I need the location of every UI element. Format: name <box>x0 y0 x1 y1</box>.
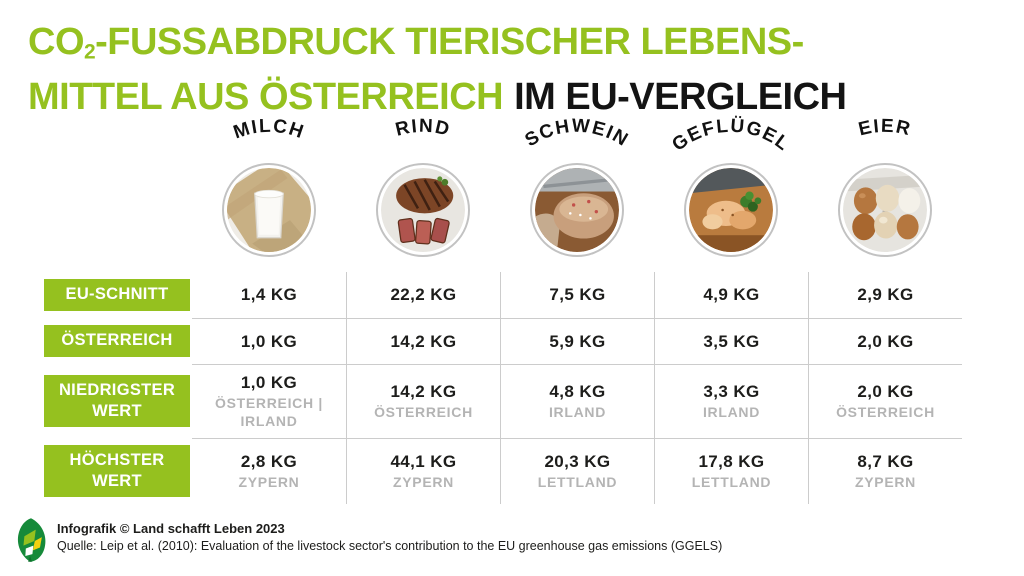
data-table: EU-SCHNITT 1,4 KG 22,2 KG 7,5 KG 4,9 KG … <box>44 272 962 504</box>
cell-max-gefluegel: 17,8 KG LETTLAND <box>654 438 808 504</box>
cell-max-schwein: 20,3 KG LETTLAND <box>500 438 654 504</box>
beef-steak-photo <box>381 168 465 252</box>
svg-text:RIND: RIND <box>393 116 452 141</box>
cell-max-eier: 8,7 KG ZYPERN <box>808 438 962 504</box>
svg-text:GEFLÜGEL: GEFLÜGEL <box>668 116 793 156</box>
cell-eu-rind: 22,2 KG <box>346 272 500 318</box>
cell-max-rind: 44,1 KG ZYPERN <box>346 438 500 504</box>
eggs-carton-photo <box>843 168 927 252</box>
row-label-eu-schnitt: EU-SCHNITT <box>44 272 192 318</box>
chicken-photo-ring <box>684 163 778 257</box>
cell-eu-gefluegel: 4,9 KG <box>654 272 808 318</box>
milk-glass-photo <box>227 168 311 252</box>
eggs-photo-ring <box>838 163 932 257</box>
title-line-2: MITTEL AUS ÖSTERREICH IM EU-VERGLEICH <box>28 75 847 118</box>
footer-credit: Infografik © Land schafft Leben 2023 <box>57 521 285 536</box>
cell-max-milch: 2,8 KG ZYPERN <box>192 438 346 504</box>
cell-min-schwein: 4,8 KG IRLAND <box>500 364 654 438</box>
cell-at-eier: 2,0 KG <box>808 318 962 364</box>
arched-label-schwein: SCHWEIN <box>521 116 632 152</box>
pork-photo-ring <box>530 163 624 257</box>
cell-at-rind: 14,2 KG <box>346 318 500 364</box>
column-header-schwein: SCHWEIN <box>500 116 654 257</box>
beef-photo-ring <box>376 163 470 257</box>
arched-label-milch: MILCH <box>231 116 307 144</box>
pork-roast-photo <box>535 168 619 252</box>
arched-label-gefluegel: GEFLÜGEL <box>668 116 793 156</box>
milk-photo-ring <box>222 163 316 257</box>
cell-min-eier: 2,0 KG ÖSTERREICH <box>808 364 962 438</box>
cell-min-rind: 14,2 KG ÖSTERREICH <box>346 364 500 438</box>
page-title: CO2-FUSSABDRUCK TIERISCHER LEBENS- MITTE… <box>28 20 847 120</box>
cell-at-milch: 1,0 KG <box>192 318 346 364</box>
cell-eu-milch: 1,4 KG <box>240 285 298 304</box>
cell-at-schwein: 5,9 KG <box>500 318 654 364</box>
cell-min-gefluegel: 3,3 KG IRLAND <box>654 364 808 438</box>
column-header-rind: RIND <box>346 116 500 257</box>
column-header-milch: MILCH <box>192 116 346 257</box>
svg-text:EIER: EIER <box>857 116 914 141</box>
column-header-gefluegel: GEFLÜGEL <box>654 116 808 257</box>
cell-min-milch: 1,0 KG ÖSTERREICH | IRLAND <box>192 364 346 438</box>
co2-subscript: 2 <box>84 40 96 64</box>
arched-label-rind: RIND <box>393 116 452 141</box>
svg-text:SCHWEIN: SCHWEIN <box>521 116 632 152</box>
food-column-headers: MILCH <box>192 116 962 257</box>
cell-at-gefluegel: 3,5 KG <box>654 318 808 364</box>
footer: Infografik © Land schafft Leben 2023 Que… <box>14 517 722 563</box>
row-label-hoechster-wert: HÖCHSTER WERT <box>44 438 192 504</box>
arched-label-eier: EIER <box>857 116 914 141</box>
svg-text:MILCH: MILCH <box>231 116 307 144</box>
chicken-meat-photo <box>689 168 773 252</box>
title-line-1: CO2-FUSSABDRUCK TIERISCHER LEBENS- <box>28 21 804 64</box>
column-header-eier: EIER <box>808 116 962 257</box>
row-label-oesterreich: ÖSTERREICH <box>44 318 192 364</box>
footer-text: Infografik © Land schafft Leben 2023 Que… <box>57 517 722 556</box>
land-schafft-leben-logo-leaf-icon <box>17 518 46 562</box>
cell-eu-eier: 2,9 KG <box>808 272 962 318</box>
cell-eu-schwein: 7,5 KG <box>500 272 654 318</box>
footer-source: Quelle: Leip et al. (2010): Evaluation o… <box>57 539 723 554</box>
row-label-niedrigster-wert: NIEDRIGSTER WERT <box>44 364 192 438</box>
